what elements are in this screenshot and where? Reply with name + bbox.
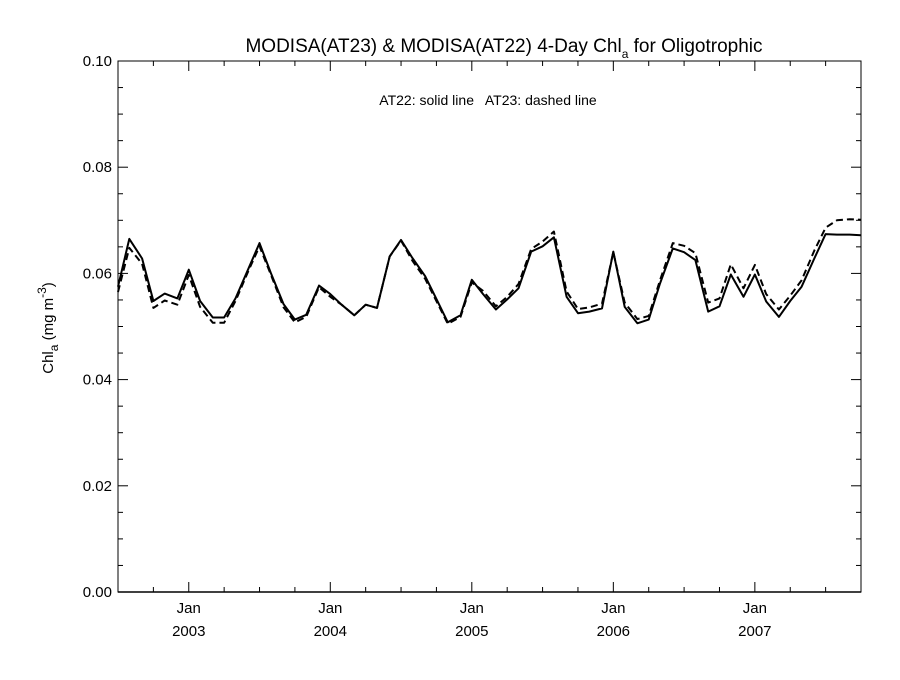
line-style-legend: AT22: solid line AT23: dashed line xyxy=(379,92,597,108)
x-tick-label-year: 2004 xyxy=(314,623,347,640)
x-tick-label-month: Jan xyxy=(460,600,484,617)
series-line-at22 xyxy=(117,233,862,325)
y-axis-label-subscript: a xyxy=(47,344,61,351)
y-axis-label: Chla (mg m-3) xyxy=(35,282,61,374)
x-tick-label-month: Jan xyxy=(601,600,625,617)
chart-title: MODISA(AT23) & MODISA(AT22) 4-Day Chla f… xyxy=(245,36,762,61)
series-line-at23 xyxy=(117,218,862,325)
axes: 0.00 0.02 0.04 0.06 0.08 0.10 Jan 2003 Jan 2004 Ja… xyxy=(83,53,862,640)
plot-frame xyxy=(117,60,862,593)
y-tick-label: 0.04 xyxy=(83,372,112,389)
chart-title-subscript: a xyxy=(622,47,629,61)
series-lines xyxy=(117,218,862,325)
y-axis-label-end: ) xyxy=(40,282,57,287)
x-tick-label-month: Jan xyxy=(318,600,342,617)
x-tick-label-year: 2003 xyxy=(172,623,205,640)
y-tick-label: 0.02 xyxy=(83,478,112,495)
chart-title-suffix: for Oligotrophic xyxy=(628,36,762,57)
x-tick-label-year: 2005 xyxy=(455,623,488,640)
y-axis-label-middle: (mg m xyxy=(40,298,57,345)
x-tick-label-year: 2007 xyxy=(738,623,771,640)
y-axis-label-main: Chl xyxy=(40,351,57,374)
chart-title-main: MODISA(AT23) & MODISA(AT22) 4-Day Chl xyxy=(245,36,621,57)
y-tick-label: 0.00 xyxy=(83,584,112,601)
x-tick-label-month: Jan xyxy=(743,600,767,617)
y-axis-label-superscript: -3 xyxy=(35,287,49,298)
x-tick-label-month: Jan xyxy=(177,600,201,617)
x-tick-label-year: 2006 xyxy=(597,623,630,640)
y-tick-label: 0.06 xyxy=(83,265,112,282)
y-tick-label: 0.08 xyxy=(83,159,112,176)
y-tick-label: 0.10 xyxy=(83,53,112,70)
